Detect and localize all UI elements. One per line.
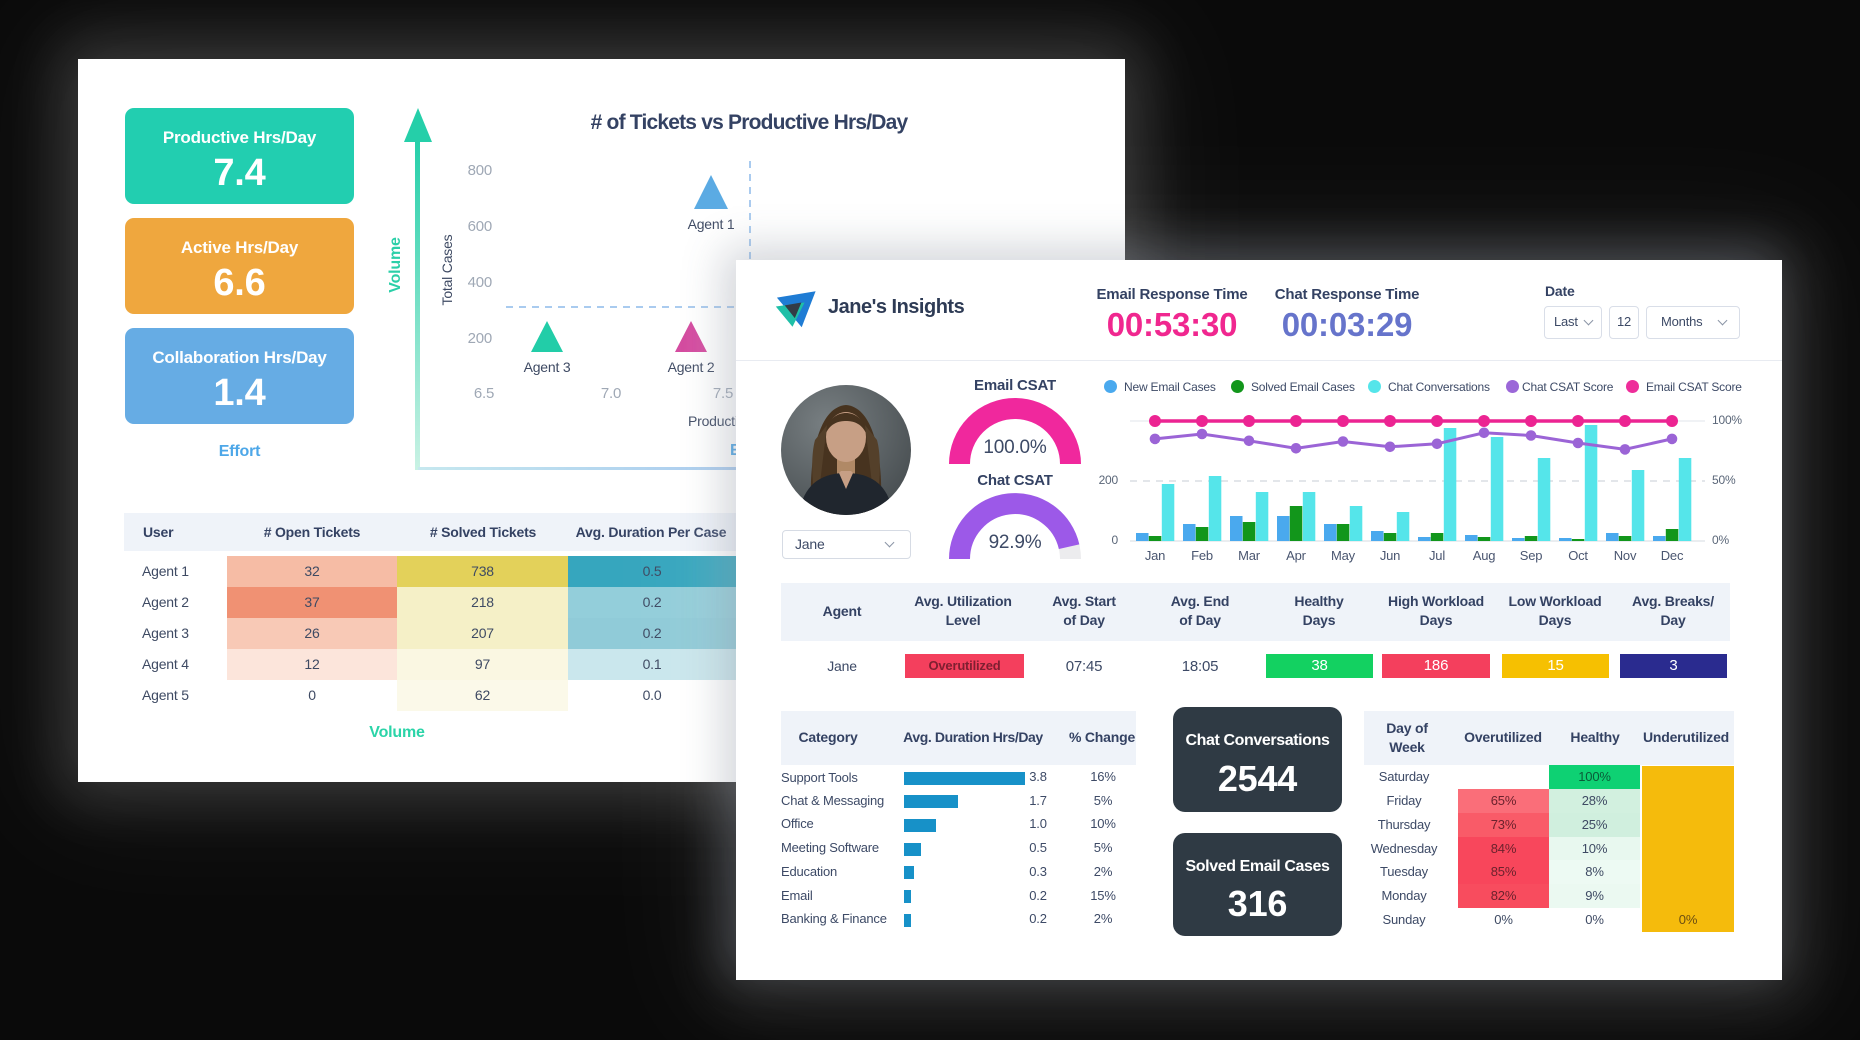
svg-text:Nov: Nov — [1614, 548, 1637, 563]
svg-text:Aug: Aug — [1473, 548, 1496, 563]
svg-text:May: May — [1331, 548, 1356, 563]
svg-text:Sep: Sep — [1520, 548, 1543, 563]
svg-text:Feb: Feb — [1191, 548, 1213, 563]
svg-text:Jun: Jun — [1380, 548, 1400, 563]
svg-text:Jan: Jan — [1145, 548, 1165, 563]
svg-text:Oct: Oct — [1568, 548, 1588, 563]
svg-text:Jul: Jul — [1429, 548, 1445, 563]
svg-text:Mar: Mar — [1238, 548, 1261, 563]
svg-text:Dec: Dec — [1661, 548, 1684, 563]
svg-text:Apr: Apr — [1286, 548, 1307, 563]
